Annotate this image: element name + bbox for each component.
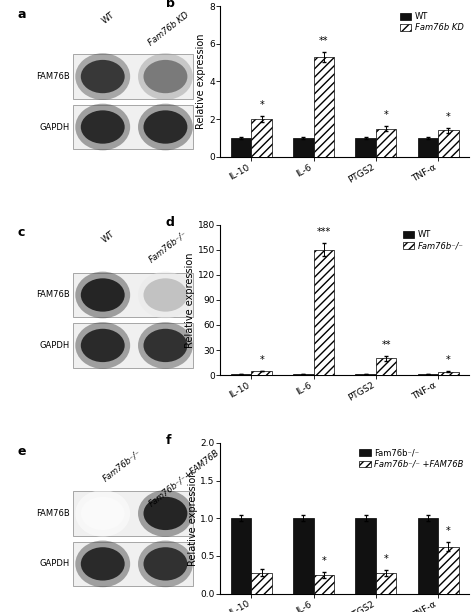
Ellipse shape [75,540,130,588]
Text: FAM76B: FAM76B [36,72,70,81]
Ellipse shape [81,278,125,312]
Text: b: b [165,0,174,10]
Text: **: ** [382,340,391,350]
Bar [73,542,193,586]
Ellipse shape [138,53,193,100]
Bar [73,323,193,368]
Ellipse shape [75,490,130,537]
Legend: WT, Fam76b⁻/⁻: WT, Fam76b⁻/⁻ [401,229,465,252]
Y-axis label: Relative expression: Relative expression [185,252,195,348]
Text: ***: *** [317,227,331,237]
Bar [438,547,459,594]
Ellipse shape [138,322,193,369]
Text: *: * [384,110,389,120]
Ellipse shape [138,490,193,537]
Bar [73,54,193,99]
Text: e: e [18,444,27,458]
Bar [438,372,459,375]
Text: *: * [446,112,451,122]
Ellipse shape [75,272,130,318]
Text: GAPDH: GAPDH [39,122,70,132]
Bar [418,518,438,594]
Ellipse shape [144,547,187,581]
Ellipse shape [81,497,125,530]
Text: FAM76B: FAM76B [36,509,70,518]
Ellipse shape [144,60,187,93]
Bar [356,518,376,594]
Ellipse shape [144,329,187,362]
Bar [438,130,459,157]
Ellipse shape [75,53,130,100]
Bar [293,138,314,157]
Ellipse shape [144,278,187,312]
Text: GAPDH: GAPDH [39,559,70,569]
Ellipse shape [75,322,130,369]
Text: a: a [18,7,27,21]
Legend: WT, Fam76b KD: WT, Fam76b KD [398,10,465,34]
Ellipse shape [81,60,125,93]
Ellipse shape [138,103,193,151]
Text: GAPDH: GAPDH [39,341,70,350]
Text: c: c [18,226,25,239]
Bar [231,138,251,157]
Text: Fam76b⁻/⁻: Fam76b⁻/⁻ [101,447,143,483]
Ellipse shape [138,540,193,588]
Bar [314,575,334,594]
Legend: Fam76b⁻/⁻, Fam76b⁻/⁻ +FAM76B: Fam76b⁻/⁻, Fam76b⁻/⁻ +FAM76B [357,447,465,471]
Bar [376,573,396,594]
Ellipse shape [138,272,193,318]
Text: *: * [446,356,451,365]
Ellipse shape [75,103,130,151]
Bar [293,518,314,594]
Text: Fam76b⁻/⁻: Fam76b⁻/⁻ [147,229,189,264]
Y-axis label: Relative expression: Relative expression [196,34,206,129]
Bar [73,491,193,536]
Text: *: * [259,100,264,110]
Text: Fam76b⁻/⁻+FAM76B: Fam76b⁻/⁻+FAM76B [147,447,221,508]
Bar [356,138,376,157]
Ellipse shape [81,329,125,362]
Text: *: * [259,354,264,365]
Bar [73,273,193,317]
Bar [73,105,193,149]
Text: **: ** [319,36,328,47]
Bar [376,129,396,157]
Text: *: * [446,526,451,536]
Bar [251,371,272,375]
Text: d: d [165,215,174,228]
Bar [251,119,272,157]
Text: FAM76B: FAM76B [36,291,70,299]
Ellipse shape [144,497,187,530]
Ellipse shape [144,110,187,144]
Text: Fam76b KD: Fam76b KD [147,10,191,48]
Text: WT: WT [101,229,117,244]
Bar [418,138,438,157]
Bar [231,518,251,594]
Y-axis label: Relative expression: Relative expression [188,471,198,566]
Ellipse shape [81,547,125,581]
Text: f: f [165,434,171,447]
Text: *: * [384,554,389,564]
Text: *: * [321,556,326,565]
Text: WT: WT [101,10,117,26]
Bar [376,359,396,375]
Ellipse shape [81,110,125,144]
Bar [314,250,334,375]
Bar [251,573,272,594]
Bar [314,57,334,157]
